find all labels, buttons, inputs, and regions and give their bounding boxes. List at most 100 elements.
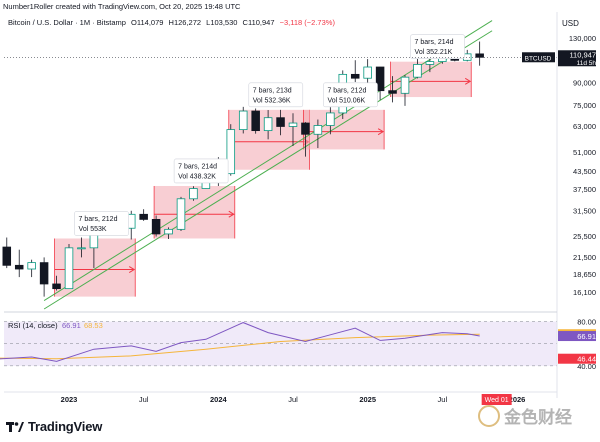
candle-down[interactable] [301,122,310,135]
price-tick-label: 21,500 [573,253,596,262]
symbol-tag-bg [522,52,555,63]
range-arrow-head [228,210,235,218]
price-tick-label: 18,650 [573,270,596,279]
candle-down[interactable] [52,283,61,290]
rsi-tick-label: 80.00 [577,318,596,327]
candle-down[interactable] [39,262,49,285]
symbol-title: Bitcoin / U.S. Dollar · 1M · Bitstamp [8,18,126,27]
candle-down[interactable] [276,117,285,127]
range-stats-label: 7 bars, 212d Vol 510.06K [323,82,378,108]
candle-down[interactable] [139,213,148,220]
candle-up[interactable] [77,247,86,250]
time-tick-label: Jul [438,395,448,404]
candle-down[interactable] [151,218,161,235]
range-stats-box [173,158,229,184]
candle-down[interactable] [375,66,385,92]
rsi-low-tag: 46.44 [577,355,596,364]
range-arrow-head [128,266,136,273]
range-arrow-head [464,77,472,85]
countdown-tag: 11d 5h [577,60,597,67]
created-with-caption: Number1Roller created with TradingView.c… [3,2,241,11]
tradingview-logo: TradingView [6,419,102,434]
range-stats-label: 7 bars, 214d Vol 438.32K [173,158,229,184]
time-tick-label: 2025 [359,395,376,404]
range-stats-box [248,82,304,108]
candle-up[interactable] [27,262,36,270]
candle-up[interactable] [326,112,335,126]
price-tick-label: 37,500 [573,185,596,194]
symbol-legend: Bitcoin / U.S. Dollar · 1M · Bitstamp O1… [8,18,335,27]
candle-down[interactable] [350,73,360,79]
jinse-watermark: 金色财经 [478,403,572,428]
symbol-tag: BTCUSD [525,55,552,62]
range-bars-text: 7 bars, 214d [178,163,217,170]
candle-up[interactable] [400,76,410,94]
price-tick-label: 31,500 [573,206,596,215]
candle-down[interactable] [251,110,260,132]
price-tick-label: 51,000 [573,148,596,157]
candle-up[interactable] [226,129,236,175]
close-value: C110,947 [242,18,275,27]
candle-down[interactable] [2,246,12,266]
currency-label[interactable]: USD [562,19,579,28]
candle-up[interactable] [64,247,74,290]
rsi-value-tag-bg [558,331,596,342]
rsi-value: 66.91 [62,321,81,330]
rsi-pane[interactable]: RSI (14, close) 66.91 68.53 [0,321,557,367]
candle-down[interactable] [475,53,484,58]
range-volume-text: Vol 438.32K [178,173,216,180]
current-price-tag-bg [558,50,596,67]
range-stats-label: 7 bars, 214d Vol 352.21K [410,34,465,59]
price-tick-label: 130,000 [569,34,596,43]
candle-up[interactable] [363,66,372,79]
rsi-low-tag-bg [558,353,596,364]
rsi-line [0,322,480,362]
candle-up[interactable] [176,198,186,230]
range-stats-box [323,82,378,108]
trend-channel-line[interactable] [43,20,493,302]
candle-up[interactable] [263,117,273,132]
range-bars-text: 7 bars, 214d [415,39,454,46]
range-stats-box [410,34,465,59]
candle-up[interactable] [413,64,422,78]
range-stats-label: 7 bars, 213d Vol 532.36K [248,82,304,108]
change-value: −3,118 (−2.73%) [279,18,335,27]
candle-down[interactable] [388,90,397,94]
rsi-tick-label: 40.00 [577,362,596,371]
rsi-value-tag: 66.91 [577,332,596,341]
price-pane[interactable]: 7 bars, 212d Vol 553K 7 bars, 214d Vol 438.… [0,20,557,310]
range-volume-text: Vol 510.06K [327,97,365,104]
range-arrow-head [377,128,385,136]
time-tick-label: Jul [139,395,149,404]
range-stats-label: 7 bars, 212d Vol 553K [74,211,129,236]
candle-down[interactable] [14,264,24,270]
price-tick-label: 25,500 [573,232,596,241]
time-tick-label: Jul [288,395,298,404]
candle-up[interactable] [189,188,198,200]
range-bars-text: 7 bars, 212d [79,216,118,223]
current-time-tag-bg [481,394,512,405]
candle-up[interactable] [164,228,173,235]
rsi-ma-line [0,333,480,360]
price-tick-label: 16,100 [573,288,596,297]
jinse-wordmark: 金色财经 [504,408,572,428]
candle-up[interactable] [425,61,435,65]
range-bars-text: 7 bars, 212d [327,87,366,94]
low-value: L103,530 [206,18,238,27]
range-volume-text: Vol 553K [79,226,107,233]
range-volume-text: Vol 532.36K [253,97,291,104]
high-value: H126,272 [168,18,202,27]
tradingview-wordmark: TradingView [28,419,103,434]
price-tick-label: 43,500 [573,167,596,176]
current-price-tag: 110,947 [569,50,596,59]
tradingview-logo-icon [6,420,24,434]
rsi-ma-value: 68.53 [84,321,103,330]
current-time-tag: Wed 01 [485,397,509,404]
candle-up[interactable] [288,122,298,127]
candle-up[interactable] [313,125,323,135]
trend-channel-line[interactable] [43,30,493,310]
candle-up[interactable] [238,110,248,131]
time-tick-label: 2023 [61,395,78,404]
axes: 130,000110,00090,00075,00063,00051,00043… [4,12,596,405]
